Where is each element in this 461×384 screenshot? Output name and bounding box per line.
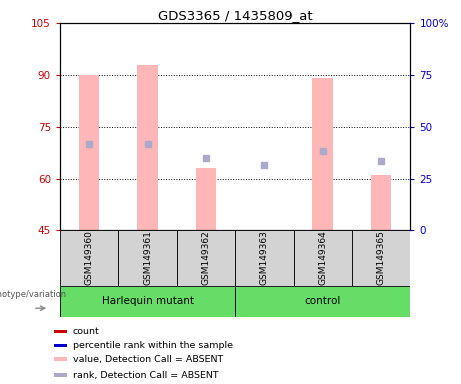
Text: GSM149361: GSM149361 (143, 230, 152, 285)
Bar (54, 329, 67, 333)
Title: GDS3365 / 1435809_at: GDS3365 / 1435809_at (158, 9, 313, 22)
Bar (60, 230, 118, 286)
Text: GSM149360: GSM149360 (85, 230, 94, 285)
Text: GSM149362: GSM149362 (201, 230, 210, 285)
Bar (313, 78, 333, 230)
Bar (235, 286, 410, 317)
Bar (352, 230, 410, 286)
Text: Harlequin mutant: Harlequin mutant (101, 296, 194, 306)
Bar (371, 175, 391, 230)
Bar (137, 65, 158, 230)
Text: rank, Detection Call = ABSENT: rank, Detection Call = ABSENT (73, 371, 218, 379)
Bar (294, 230, 352, 286)
Bar (235, 230, 294, 286)
Text: GSM149364: GSM149364 (318, 230, 327, 285)
Bar (54, 358, 67, 361)
Bar (60, 286, 235, 317)
Bar (54, 344, 67, 347)
Text: percentile rank within the sample: percentile rank within the sample (73, 341, 233, 350)
Bar (177, 230, 235, 286)
Bar (195, 168, 216, 230)
Text: count: count (73, 327, 100, 336)
Text: control: control (305, 296, 341, 306)
Text: value, Detection Call = ABSENT: value, Detection Call = ABSENT (73, 355, 223, 364)
Bar (54, 373, 67, 377)
Text: genotype/variation: genotype/variation (0, 290, 67, 299)
Bar (79, 75, 100, 230)
Text: GSM149363: GSM149363 (260, 230, 269, 285)
Bar (118, 230, 177, 286)
Text: GSM149365: GSM149365 (377, 230, 385, 285)
